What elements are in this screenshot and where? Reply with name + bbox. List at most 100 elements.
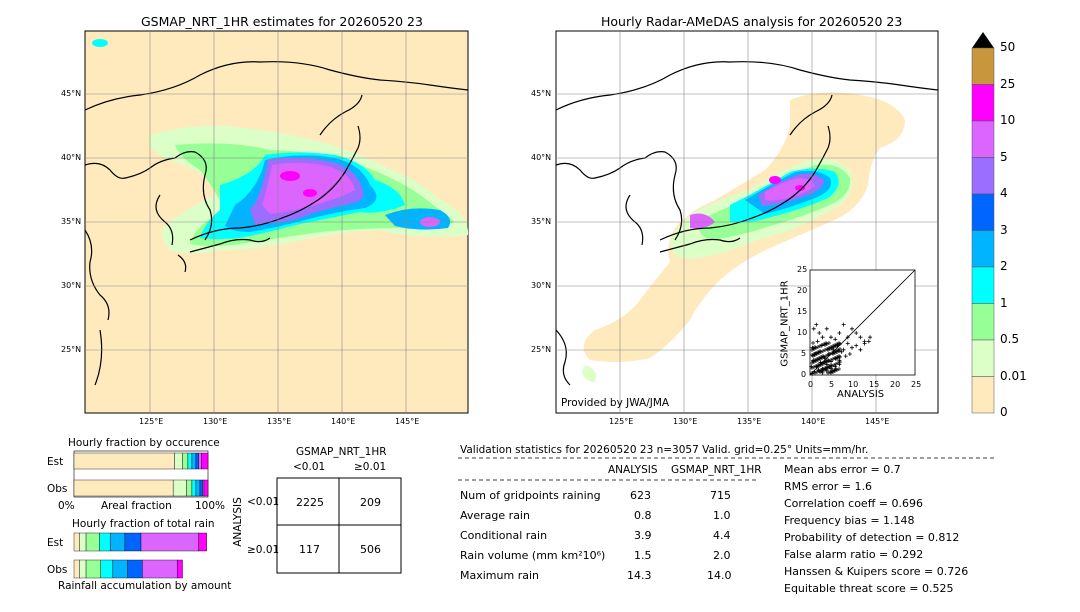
- contingency-cell-21: 117: [299, 543, 320, 556]
- total-title: Hourly fraction of total rain: [72, 518, 215, 530]
- scatter-point-30: [817, 331, 822, 335]
- scatter-ytick-5: 5: [801, 349, 807, 358]
- total-est-label: Est: [47, 537, 64, 549]
- scatter-point-20: [854, 343, 859, 348]
- right-lon-tick-140: 140°E: [801, 417, 826, 426]
- scatter-point-42: [854, 331, 859, 335]
- scatter-points: [809, 322, 873, 376]
- scatter-cluster-point: [811, 341, 815, 345]
- left-lon-tick-145: 145°E: [395, 417, 420, 426]
- occurrence-obs-label: Obs: [47, 483, 68, 495]
- left-lat-tick-35: 35°N: [61, 217, 82, 226]
- stat-row-g-2: 4.4: [713, 529, 731, 542]
- scatter-point-35: [824, 326, 829, 331]
- occurrence-title: Hourly fraction by occurence: [68, 437, 220, 449]
- occurrence-bars: [73, 450, 209, 498]
- scatter-cluster-point: [811, 354, 815, 358]
- scatter-point-39: [841, 322, 846, 327]
- stat-row-label-1: Average rain: [460, 509, 530, 522]
- scatter-xtick-25: 25: [911, 380, 922, 389]
- validation-header: Validation statistics for 20260520 23 n=…: [460, 444, 869, 456]
- contingency-grid: [276, 477, 402, 574]
- score-2: Correlation coeff = 0.696: [784, 497, 923, 510]
- scatter-point-40: [845, 335, 850, 340]
- stat-row-label-3: Rain volume (mm km²10⁶): [460, 549, 606, 562]
- left-lon-tick-130: 130°E: [203, 417, 228, 426]
- stat-row-a-3: 1.5: [634, 549, 652, 562]
- scatter-cluster-point: [818, 370, 822, 374]
- scatter-point-16: [843, 354, 848, 359]
- contingency-row2: ≥0.01: [247, 544, 280, 556]
- occ-bars-obs-seg-7: [203, 479, 209, 497]
- colorbar-label-4: 4: [1000, 186, 1008, 200]
- stat-row-a-4: 14.3: [627, 569, 652, 582]
- scatter-point-44: [862, 339, 867, 344]
- contingency-col2: ≥0.01: [354, 461, 387, 473]
- left-map[interactable]: [0, 0, 480, 420]
- stat-row-label-4: Maximum rain: [460, 569, 539, 582]
- scatter-point-29: [815, 339, 820, 344]
- colorbar-label-3: 5: [1000, 149, 1008, 164]
- scatter-point-46: [824, 368, 829, 373]
- left-lat-tick-30: 30°N: [61, 281, 82, 290]
- total-bars: [73, 532, 207, 579]
- left-lat-tick-40: 40°N: [61, 153, 82, 162]
- scatter-xtick-0: 0: [808, 380, 814, 389]
- scatter-ytick-20: 20: [797, 286, 808, 295]
- left-gridlines: [85, 31, 468, 413]
- stat-row-g-1: 1.0: [713, 509, 731, 522]
- scatter-point-33: [820, 335, 825, 340]
- score-5: False alarm ratio = 0.292: [784, 548, 924, 561]
- scatter-cluster-point: [831, 352, 835, 356]
- validation-rules: [458, 457, 997, 481]
- credit-text: Provided by JWA/JMA: [561, 397, 670, 409]
- right-map[interactable]: [0, 0, 960, 420]
- left-lat-tick-25: 25°N: [61, 345, 82, 354]
- score-7: Equitable threat score = 0.525: [784, 582, 954, 595]
- scatter-xtick-15: 15: [869, 380, 880, 389]
- scatter-cluster-point: [813, 371, 817, 375]
- occ-bars-est-seg-7: [201, 452, 209, 470]
- left-lon-tick-135: 135°E: [267, 417, 292, 426]
- scatter-point-17: [845, 341, 850, 346]
- col-gsmap-header: GSMAP_NRT_1HR: [671, 464, 762, 476]
- colorbar: [971, 32, 995, 414]
- right-lon-tick-130: 130°E: [673, 417, 698, 426]
- scatter-cluster-point: [823, 343, 827, 347]
- right-lat-tick-40: 40°N: [531, 153, 552, 162]
- scatter-cluster-point: [829, 371, 833, 375]
- scatter-point-13: [837, 358, 842, 363]
- scatter-point-38: [837, 331, 842, 335]
- scatter-point-18: [847, 352, 852, 356]
- contingency-cell-12: 209: [360, 496, 381, 509]
- colorbar-cells: [971, 47, 995, 414]
- right-lon-tick-145: 145°E: [865, 417, 890, 426]
- left-map-title: GSMAP_NRT_1HR estimates for 20260520 23: [141, 14, 423, 29]
- scatter-point-21: [858, 347, 863, 352]
- stat-row-g-3: 2.0: [713, 549, 731, 562]
- occurrence-axis-right: 100%: [195, 500, 226, 512]
- scatter-ytick-25: 25: [797, 265, 808, 274]
- stat-row-a-0: 623: [630, 489, 651, 502]
- contingency-row1: <0.01: [247, 496, 280, 508]
- score-3: Frequency bias = 1.148: [784, 514, 915, 527]
- colorbar-label-6: 2: [1000, 259, 1008, 273]
- right-lat-tick-30: 30°N: [531, 281, 552, 290]
- tot-bars-obs-seg-7: [176, 559, 183, 579]
- scatter-point-32: [814, 322, 819, 327]
- scatter-point-45: [820, 370, 825, 375]
- contingency-cell-22: 506: [360, 543, 381, 556]
- score-4: Probability of detection = 0.812: [784, 531, 960, 544]
- right-lat-tick-35: 35°N: [531, 217, 552, 226]
- scatter-cluster-point: [815, 365, 819, 369]
- colorbar-label-2: 10: [1000, 113, 1016, 127]
- scatter-xtick-5: 5: [829, 380, 835, 389]
- scatter-cluster-point: [826, 348, 830, 352]
- scatter-ytick-0: 0: [801, 370, 807, 379]
- scatter-point-24: [868, 335, 873, 340]
- colorbar-label-9: 0.01: [1000, 368, 1027, 383]
- tot-bars-est-seg-7: [198, 532, 207, 552]
- scatter-xtick-20: 20: [890, 380, 901, 389]
- right-lon-tick-125: 125°E: [609, 417, 634, 426]
- scatter-cluster-point: [810, 348, 814, 352]
